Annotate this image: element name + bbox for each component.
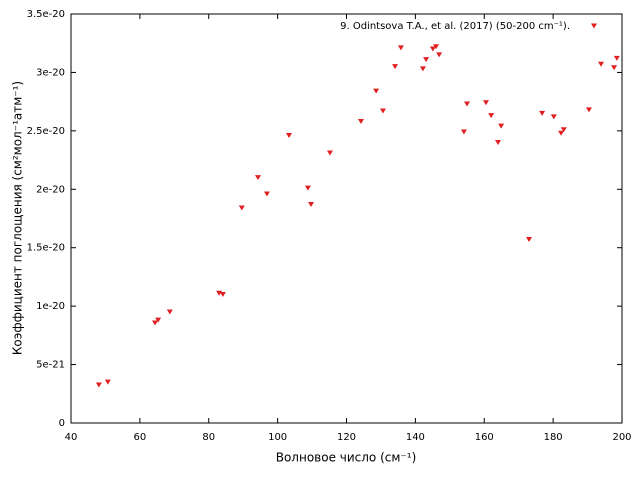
point	[597, 61, 604, 67]
point	[495, 140, 502, 146]
point	[460, 129, 467, 135]
x-tick-label: 40	[65, 432, 78, 443]
point	[558, 130, 565, 136]
x-tick-label: 60	[134, 432, 147, 443]
point	[585, 107, 592, 113]
point	[498, 123, 505, 129]
y-tick-label: 3e-20	[36, 67, 65, 78]
point	[219, 291, 226, 297]
y-axis-label: Коэффициент поглощения (см²мол⁻¹атм⁻¹)	[11, 81, 25, 355]
point	[419, 66, 426, 72]
legend-label: 9. Odintsova T.A., et al. (2017) (50-200…	[340, 21, 570, 32]
point	[263, 191, 270, 197]
point	[539, 110, 546, 116]
point	[397, 45, 404, 51]
point	[550, 114, 557, 120]
point	[611, 65, 618, 71]
point	[373, 88, 380, 94]
x-tick-label: 120	[337, 432, 356, 443]
point	[433, 44, 440, 50]
point	[464, 101, 471, 107]
y-tick-label: 0	[59, 418, 65, 429]
legend-marker	[591, 23, 597, 29]
point	[304, 185, 311, 191]
y-tick-label: 3.5e-20	[27, 9, 65, 20]
point	[436, 52, 443, 58]
y-tick-label: 2.5e-20	[27, 126, 65, 137]
x-tick-label: 180	[544, 432, 563, 443]
x-tick-label: 200	[612, 432, 631, 443]
x-axis-label: Волновое число (см⁻¹)	[276, 451, 417, 465]
x-tick-label: 80	[202, 432, 215, 443]
x-tick-label: 160	[475, 432, 494, 443]
point	[560, 127, 567, 133]
point	[392, 64, 399, 70]
point	[285, 133, 292, 139]
point	[357, 119, 364, 125]
point	[238, 205, 245, 211]
y-tick-label: 5e-21	[36, 360, 65, 371]
point	[423, 57, 430, 63]
x-tick-label: 100	[268, 432, 287, 443]
point	[326, 150, 333, 156]
point	[95, 382, 102, 388]
point	[482, 100, 489, 106]
point	[104, 379, 111, 385]
point	[152, 320, 159, 326]
point	[613, 55, 620, 61]
point	[380, 108, 387, 114]
point	[254, 175, 261, 181]
y-tick-label: 1.5e-20	[27, 243, 65, 254]
plot-frame	[70, 13, 623, 424]
point	[429, 46, 436, 52]
point	[308, 201, 315, 207]
point	[488, 113, 495, 119]
point	[526, 237, 533, 243]
x-tick-label: 140	[406, 432, 425, 443]
point	[155, 317, 162, 323]
y-tick-label: 2e-20	[36, 184, 65, 195]
point	[166, 309, 173, 315]
y-tick-label: 1e-20	[36, 301, 65, 312]
